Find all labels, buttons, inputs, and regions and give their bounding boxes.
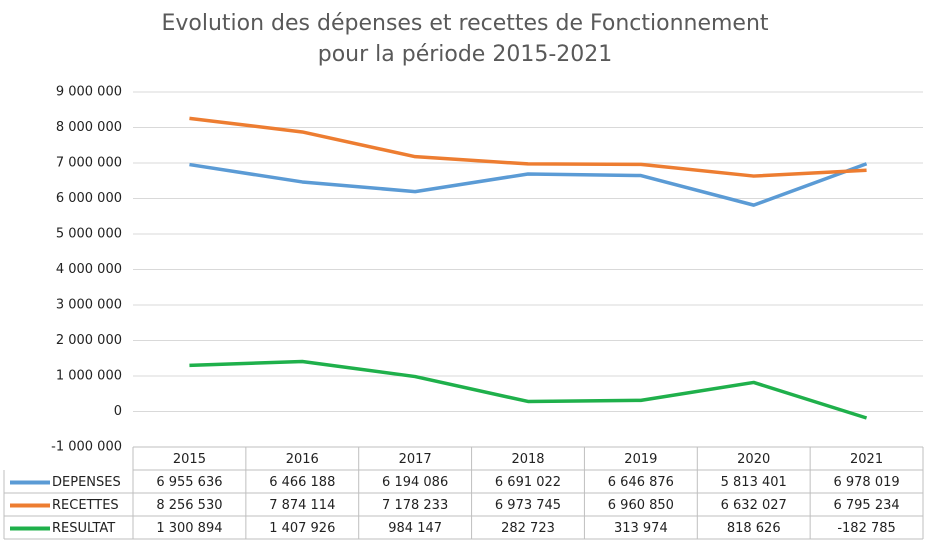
x-tick-label: 2020 (737, 452, 770, 467)
y-tick-label: -1 000 000 (51, 440, 122, 455)
table-value: 7 178 233 (382, 498, 448, 513)
table-value: 6 978 019 (833, 475, 899, 490)
table-value: 6 646 876 (608, 475, 674, 490)
y-tick-label: 4 000 000 (56, 262, 122, 277)
table-value: 8 256 530 (156, 498, 222, 513)
table-value: 818 626 (727, 521, 781, 536)
y-tick-label: 3 000 000 (56, 298, 122, 313)
table-value: 6 194 086 (382, 475, 448, 490)
table-value: 7 874 114 (269, 498, 335, 513)
y-tick-label: 9 000 000 (56, 85, 122, 100)
legend-label: DEPENSES (52, 475, 121, 490)
legend-label: RESULTAT (52, 521, 115, 536)
table-value: 313 974 (614, 521, 668, 536)
x-tick-label: 2018 (511, 452, 544, 467)
table-value: 984 147 (388, 521, 442, 536)
series-line (189, 116, 867, 178)
table-value: -182 785 (837, 521, 895, 536)
table-value: 6 691 022 (495, 475, 561, 490)
x-tick-label: 2016 (286, 452, 319, 467)
x-tick-label: 2015 (173, 452, 206, 467)
series-line (189, 359, 868, 420)
y-tick-label: 2 000 000 (56, 333, 122, 348)
series-line (189, 162, 868, 207)
table-value: 6 795 234 (833, 498, 899, 513)
y-tick-label: 6 000 000 (56, 191, 122, 206)
y-tick-label: 1 000 000 (56, 369, 122, 384)
x-tick-label: 2019 (624, 452, 657, 467)
table-value: 6 960 850 (608, 498, 674, 513)
table-value: 5 813 401 (721, 475, 787, 490)
table-value: 1 407 926 (269, 521, 335, 536)
x-tick-label: 2021 (850, 452, 883, 467)
x-tick-label: 2017 (399, 452, 432, 467)
table-value: 6 973 745 (495, 498, 561, 513)
chart-title: Evolution des dépenses et recettes de Fo… (161, 11, 768, 36)
y-tick-label: 8 000 000 (56, 120, 122, 135)
y-tick-label: 5 000 000 (56, 227, 122, 242)
table-value: 6 632 027 (721, 498, 787, 513)
y-tick-label: 0 (114, 404, 122, 419)
table-value: 1 300 894 (156, 521, 222, 536)
table-value: 282 723 (501, 521, 555, 536)
legend-label: RECETTES (52, 498, 119, 513)
table-value: 6 955 636 (156, 475, 222, 490)
table-value: 6 466 188 (269, 475, 335, 490)
y-tick-label: 7 000 000 (56, 156, 122, 171)
chart-title: pour la période 2015-2021 (318, 42, 613, 67)
